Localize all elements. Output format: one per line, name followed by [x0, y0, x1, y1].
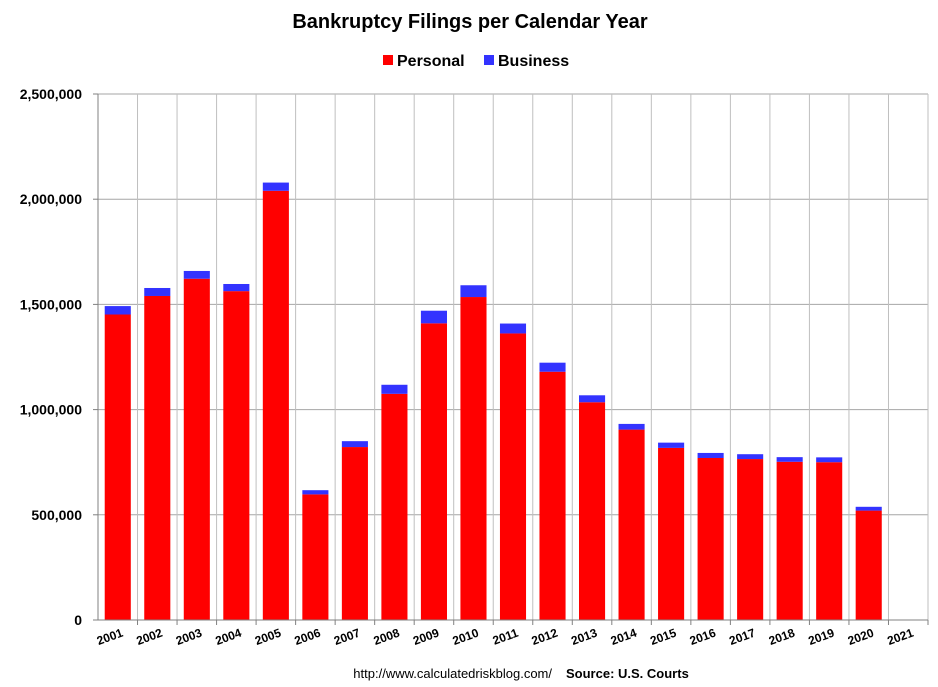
bar-personal-2004 [223, 291, 250, 620]
bar-personal-2006 [302, 494, 329, 620]
legend-swatch-personal [383, 55, 393, 65]
bar-business-2017 [737, 454, 764, 460]
bar-business-2020 [855, 506, 882, 511]
bar-business-2006 [302, 490, 329, 495]
x-tick-label: 2001 [95, 626, 125, 648]
bar-business-2008 [381, 384, 408, 394]
x-tick-label: 2012 [530, 626, 560, 648]
bar-business-2002 [144, 287, 171, 296]
x-tick-label: 2007 [332, 626, 362, 648]
bar-personal-2018 [776, 461, 803, 620]
bar-personal-2017 [737, 459, 764, 620]
y-tick-label: 1,000,000 [20, 402, 82, 418]
y-tick-label: 2,000,000 [20, 191, 82, 207]
bar-personal-2007 [341, 447, 368, 620]
x-tick-label: 2013 [569, 626, 599, 648]
bar-personal-2012 [539, 371, 566, 620]
legend: Personal Business [383, 53, 569, 70]
legend-label-business: Business [498, 53, 569, 70]
bar-personal-2019 [816, 462, 843, 620]
bar-business-2015 [658, 442, 685, 448]
chart-title: Bankruptcy Filings per Calendar Year [292, 11, 648, 33]
bar-personal-2009 [420, 323, 447, 620]
x-tick-label: 2019 [806, 626, 836, 648]
bars [104, 182, 882, 620]
bar-personal-2010 [460, 297, 487, 620]
bar-personal-2011 [499, 333, 527, 620]
bar-business-2007 [341, 441, 368, 448]
bar-personal-2013 [579, 402, 606, 620]
bar-personal-2016 [697, 457, 724, 620]
bar-business-2001 [104, 306, 131, 315]
footer-url: http://www.calculatedriskblog.com/ [353, 666, 552, 681]
bar-business-2016 [697, 452, 724, 458]
bar-business-2014 [618, 423, 645, 430]
x-tick-label: 2021 [885, 626, 915, 648]
y-tick-label: 0 [74, 612, 82, 628]
bar-business-2012 [539, 362, 566, 372]
x-tick-label: 2017 [727, 626, 757, 648]
x-tick-label: 2014 [609, 626, 639, 648]
y-tick-label: 2,500,000 [20, 86, 82, 102]
bar-personal-2008 [381, 393, 408, 620]
legend-label-personal: Personal [397, 53, 465, 70]
x-tick-label: 2016 [688, 626, 718, 648]
x-tick-label: 2009 [411, 626, 441, 648]
bar-personal-2002 [144, 295, 171, 620]
bar-business-2013 [579, 395, 606, 403]
bar-business-2009 [420, 310, 447, 324]
bar-business-2003 [183, 270, 210, 279]
bar-personal-2003 [183, 278, 210, 620]
x-tick-label: 2010 [451, 626, 481, 648]
x-tick-label: 2002 [134, 626, 164, 648]
legend-swatch-business [484, 55, 494, 65]
footer-source: Source: U.S. Courts [566, 666, 689, 681]
bar-business-2005 [262, 182, 289, 191]
bar-business-2011 [499, 323, 527, 334]
x-tick-label: 2008 [372, 626, 402, 648]
x-tick-label: 2006 [293, 626, 323, 648]
x-tick-label: 2004 [213, 626, 243, 648]
bar-personal-2015 [658, 447, 685, 620]
bar-personal-2014 [618, 429, 645, 620]
bar-personal-2001 [104, 314, 131, 620]
y-tick-label: 500,000 [31, 507, 82, 523]
bar-personal-2020 [855, 510, 882, 620]
x-tick-label: 2003 [174, 626, 204, 648]
x-tick-label: 2005 [253, 626, 283, 648]
bar-personal-2005 [262, 190, 289, 620]
x-tick-label: 2020 [846, 626, 876, 648]
bar-business-2018 [776, 457, 803, 462]
x-axis: 2001 2002 2003 2004 2005 2006 2007 2008 2009 2010… [95, 619, 929, 648]
bar-business-2019 [816, 457, 843, 463]
bar-business-2004 [223, 283, 250, 292]
x-tick-label: 2018 [767, 626, 797, 648]
x-tick-label: 2011 [491, 626, 521, 648]
y-tick-label: 1,500,000 [20, 296, 82, 312]
y-axis: 0 500,000 1,000,000 1,500,000 2,000,000 2,500… [20, 86, 99, 628]
x-tick-label: 2015 [648, 626, 678, 648]
bar-business-2010 [460, 285, 487, 298]
